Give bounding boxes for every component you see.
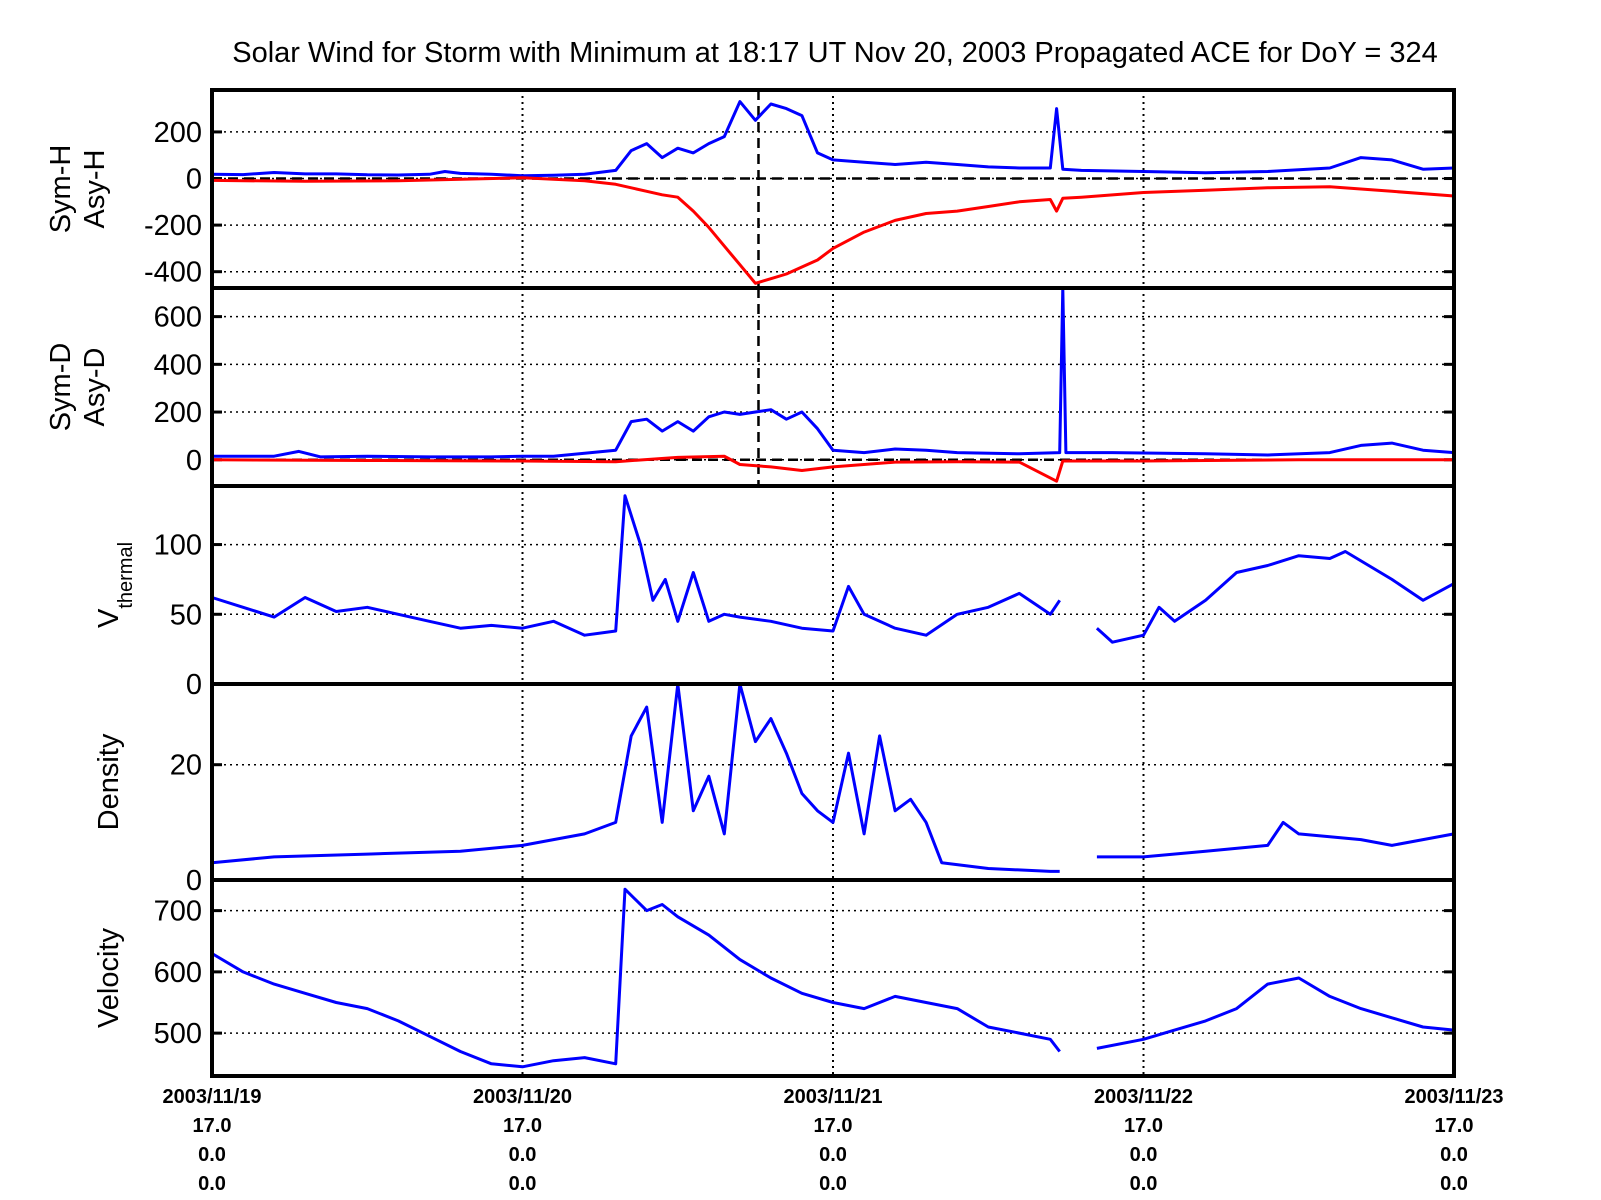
- xtick-label: 0.0: [819, 1173, 847, 1195]
- ytick-label: 0: [186, 445, 202, 477]
- panel-density: 20 0 Density: [93, 682, 1456, 897]
- xtick-label: 0.0: [1130, 1173, 1158, 1195]
- series-line-blue: [211, 494, 1455, 644]
- ylabel: Density: [93, 733, 125, 830]
- xtick-label: 2003/11/21: [784, 1086, 883, 1108]
- panel-sym-asy-d: 600 400 200 0 Sym-D Asy-D: [45, 286, 1456, 488]
- series-line-blue: [211, 887, 1455, 1069]
- series-line-blue: [212, 286, 1455, 459]
- xtick-label: 17.0: [814, 1115, 853, 1137]
- xtick-label: 0.0: [198, 1144, 226, 1166]
- xtick-label: 0.0: [509, 1173, 537, 1195]
- ytick-label: 600: [154, 302, 202, 334]
- xtick-label: 2003/11/20: [473, 1086, 572, 1108]
- xtick-label: 0.0: [1440, 1173, 1468, 1195]
- xtick-label: 17.0: [1435, 1115, 1474, 1137]
- ylabel: Sym-D: [45, 343, 77, 432]
- ytick-label: -400: [144, 257, 202, 289]
- ytick-label: 0: [186, 865, 202, 897]
- xtick-label: 0.0: [1440, 1144, 1468, 1166]
- ytick-label: -200: [144, 210, 202, 242]
- xtick-label: 2003/11/19: [163, 1086, 262, 1108]
- series-line-red: [211, 454, 1454, 483]
- panel-sym-asy-h: 200 0 -200 -400 Sym-H Asy-H: [45, 88, 1456, 290]
- ylabel: Asy-D: [79, 348, 111, 427]
- ytick-label: 500: [154, 1018, 202, 1050]
- panel-vthermal: 100 50 0 Vthermal: [93, 484, 1456, 701]
- ytick-label: 400: [154, 349, 202, 381]
- ytick-label: 200: [154, 397, 202, 429]
- ytick-label: 200: [154, 117, 202, 149]
- xtick-label: 0.0: [509, 1144, 537, 1166]
- chart-title: Solar Wind for Storm with Minimum at 18:…: [232, 37, 1437, 69]
- ytick-label: 100: [154, 530, 202, 562]
- ytick-label: 50: [170, 599, 202, 631]
- ytick-label: 0: [186, 164, 202, 196]
- xtick-label: 17.0: [193, 1115, 232, 1137]
- ytick-label: 0: [186, 669, 202, 701]
- xtick-label: 2003/11/23: [1405, 1086, 1504, 1108]
- panel-frame: [210, 878, 1456, 1078]
- xtick-label: 0.0: [819, 1144, 847, 1166]
- ylabel: Asy-H: [79, 150, 111, 229]
- xtick-label: 17.0: [1124, 1115, 1163, 1137]
- ytick-label: 600: [154, 957, 202, 989]
- series-line-blue: [211, 682, 1455, 873]
- xtick-label: 17.0: [503, 1115, 542, 1137]
- ylabel: Vthermal: [93, 542, 137, 628]
- ylabel: Sym-H: [45, 145, 77, 234]
- ylabel: Velocity: [93, 928, 125, 1028]
- xtick-label: 0.0: [1130, 1144, 1158, 1166]
- ytick-label: 20: [170, 750, 202, 782]
- ytick-label: 700: [154, 896, 202, 928]
- xtick-label: 0.0: [198, 1173, 226, 1195]
- xtick-label: 2003/11/22: [1094, 1086, 1193, 1108]
- panel-velocity: 700 600 500 Velocity: [93, 878, 1456, 1078]
- series-line-blue: [211, 100, 1455, 178]
- series-line-red: [211, 176, 1455, 285]
